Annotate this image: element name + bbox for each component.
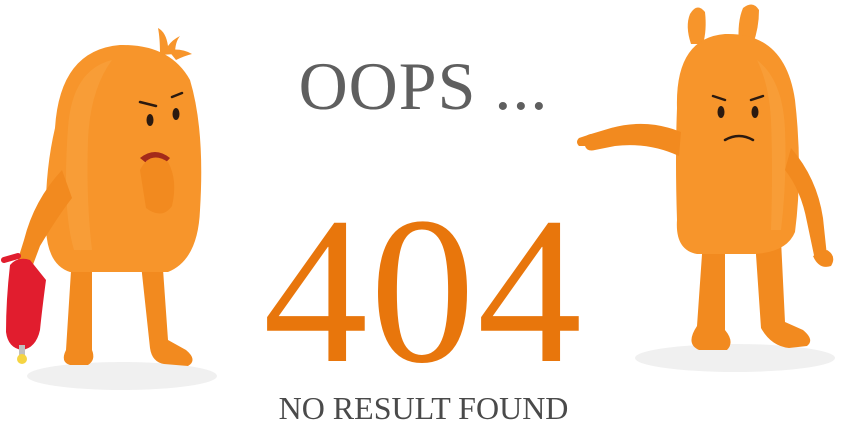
oops-heading: OOPS ... bbox=[298, 48, 549, 124]
sad-creature-illustration bbox=[0, 10, 235, 402]
pointing-creature-illustration bbox=[575, 0, 847, 380]
error-code: 404 bbox=[263, 175, 584, 407]
no-result-message: NO RESULT FOUND bbox=[278, 390, 569, 426]
